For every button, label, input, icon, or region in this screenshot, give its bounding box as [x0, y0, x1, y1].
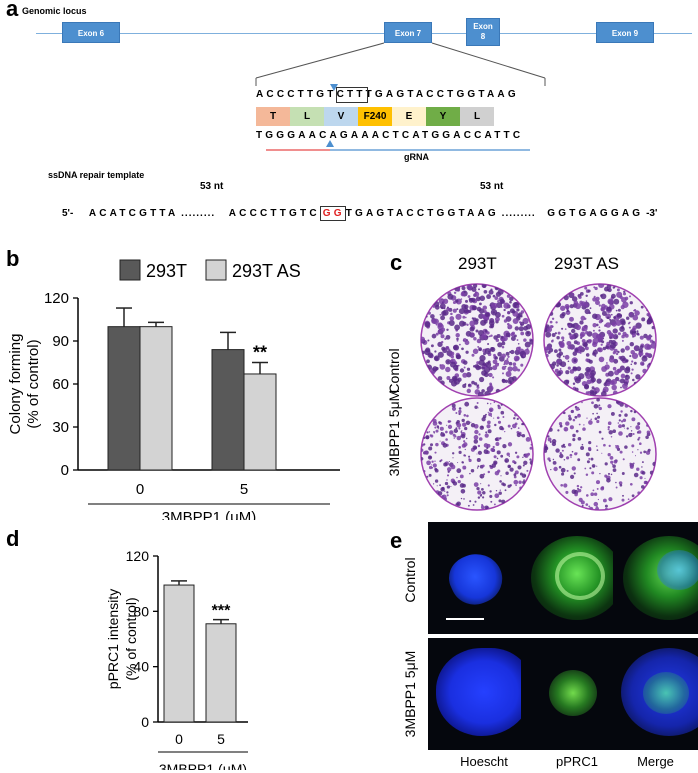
zoom-line-left: [255, 42, 385, 79]
ssdna-dots-2: .........: [501, 208, 536, 219]
micrograph-control-merge: [613, 522, 698, 634]
bar: [211, 349, 245, 471]
amino-acid-cell: L: [460, 107, 494, 126]
x-tick-label: 5: [217, 731, 225, 747]
panel-e-row-2: 3MBPP1 5μM: [402, 650, 418, 738]
zoom-line-right: [431, 42, 546, 79]
bar: [163, 584, 195, 723]
five-prime-label: 5'-: [62, 208, 74, 219]
exon-box: Exon 6: [62, 22, 120, 43]
panel-b-label: b: [6, 246, 20, 271]
legend-label: 293T: [146, 261, 187, 281]
ssdna-seq-3: TGAGTACCTGGTAAG: [345, 208, 499, 219]
top-sequence: ACCCTTGTCTTTGAGTACCTGGTAAG: [256, 89, 519, 100]
panel-e-col-3: Merge: [637, 754, 674, 769]
ssdna-seq-1: ACATCGTTA: [88, 208, 179, 219]
cut-site-arrow-top: [330, 84, 338, 91]
panel-a-label: a: [6, 0, 19, 21]
y-axis-label-line2: (% of control): [123, 597, 139, 680]
ssdna-title: ssDNA repair template: [48, 170, 145, 180]
panel-e-col-2: pPRC1: [556, 754, 598, 769]
ssdna-sequence: 5'- ACATCGTTA ......... ACCCTTGTC GGTGAGT…: [62, 206, 658, 221]
y-tick-label: 0: [61, 462, 69, 479]
scale-bar: [446, 618, 484, 620]
panel-d-label: d: [6, 526, 20, 551]
exon-box: Exon 7: [384, 22, 432, 43]
ssdna-seq-4: GGTGAGGAG: [547, 208, 644, 219]
x-tick-label: 5: [240, 481, 248, 498]
y-tick-label: 60: [52, 376, 69, 393]
exon-track: Exon 6 Exon 7 Exon 8 Exon 9: [0, 18, 698, 46]
amino-acid-cell: E: [392, 107, 426, 126]
panel-a-graphics: [255, 42, 546, 151]
nt-label-left: 53 nt: [200, 181, 224, 192]
colony-dishes: [420, 283, 657, 511]
x-tick-label: 0: [175, 731, 183, 747]
panel-c-col-1: 293T: [458, 254, 497, 273]
significance-mark: ***: [212, 603, 231, 620]
amino-acid-cell: V: [324, 107, 358, 126]
y-tick-label: 120: [126, 548, 150, 564]
y-tick-label: 40: [133, 659, 149, 675]
panel-e-row-1: Control: [402, 557, 418, 603]
codon-box: [336, 87, 368, 103]
ssdna-seq-2: ACCCTTGTC: [228, 208, 320, 219]
amino-acid-cell: Y: [426, 107, 460, 126]
colony-dots: [421, 284, 533, 396]
legend-swatch: [119, 259, 141, 281]
pprc1-intensity-chart: 0 40 80 120 0 5 *** 3MBPP1 (μM) pPRC1 intensity(…: [105, 548, 248, 770]
legend-label: 293T AS: [232, 261, 301, 281]
x-axis-label: 3MBPP1 (μM): [162, 509, 257, 520]
nt-label-right: 53 nt: [480, 181, 504, 192]
y-tick-label: 90: [52, 333, 69, 350]
amino-acid-cell: F240: [358, 107, 392, 126]
genomic-locus-title: Genomic locus: [22, 6, 87, 16]
ssdna-mutation: GG: [319, 206, 346, 221]
ssdna-dots-1: .........: [181, 208, 216, 219]
panel-c-label: c: [390, 250, 403, 275]
locus-line: [36, 33, 692, 34]
amino-acid-cell: L: [290, 107, 324, 126]
amino-acid-row: T L V F240 E Y L: [256, 107, 496, 126]
x-tick-label: 0: [136, 481, 144, 498]
colony-forming-chart: 0 30 60 90 120 293T 293T AS 0 5 ** 3MBPP1 (μM) Colo…: [7, 259, 340, 520]
exon-box: Exon 8: [466, 18, 500, 46]
y-axis-label-line1: Colony forming: [7, 334, 24, 435]
bar: [139, 326, 173, 471]
y-tick-label: 80: [133, 603, 149, 619]
y-tick-label: 0: [141, 714, 149, 730]
exon-box: Exon 9: [596, 22, 654, 43]
panel-e-label: e: [390, 528, 403, 553]
x-axis-label: 3MBPP1 (μM): [159, 761, 247, 770]
y-axis-label-line2: (% of control): [25, 339, 42, 428]
grna-label: gRNA: [404, 152, 429, 162]
legend-swatch: [205, 259, 227, 281]
micrograph-3mbpp1-merge: [613, 638, 698, 750]
bar: [205, 623, 237, 723]
y-tick-label: 120: [44, 290, 69, 307]
panel-c-row-2: 3MBPP1 5μM: [386, 389, 402, 477]
three-prime-label: -3': [646, 208, 658, 219]
significance-mark: **: [253, 343, 267, 363]
panel-e-col-1: Hoescht: [460, 754, 508, 769]
amino-acid-cell: T: [256, 107, 290, 126]
bar: [243, 373, 277, 471]
y-tick-label: 30: [52, 419, 69, 436]
bar: [107, 326, 141, 471]
y-axis-label-line1: pPRC1 intensity: [105, 589, 121, 689]
panel-c-col-2: 293T AS: [554, 254, 619, 273]
bottom-sequence: TGGGAACAGAAACTCATGGACCATTC: [256, 130, 524, 141]
cut-site-arrow-bottom: [326, 140, 334, 147]
